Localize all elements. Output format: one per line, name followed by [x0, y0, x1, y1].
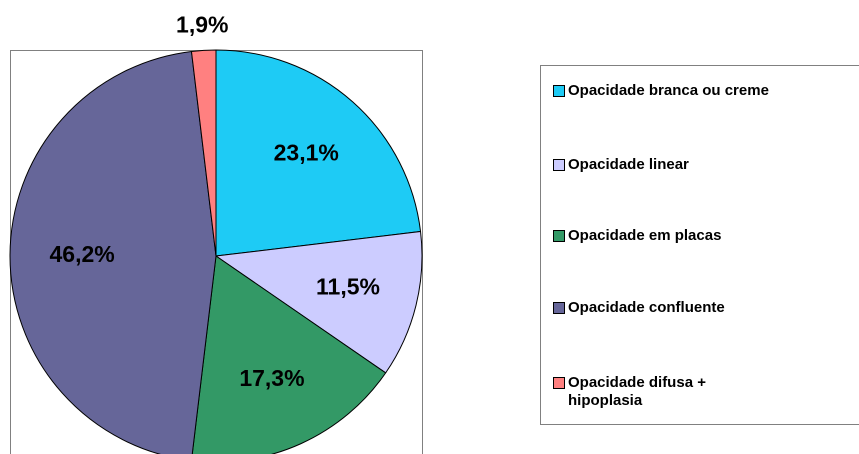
legend-label: Opacidade linear [568, 156, 689, 173]
legend-swatch [553, 230, 565, 242]
legend: Opacidade branca ou creme Opacidade linea… [540, 65, 859, 425]
legend-label: Opacidade confluente [568, 299, 725, 316]
data-label: 17,3% [239, 365, 304, 391]
data-label: 1,9% [176, 11, 228, 37]
pie-slice [190, 49, 217, 257]
pie-slice [214, 230, 423, 374]
legend-item: Opacidade confluente [553, 299, 725, 317]
legend-swatch [553, 377, 565, 389]
data-label: 11,5% [316, 274, 380, 300]
pie-slice [191, 255, 387, 454]
legend-swatch [553, 159, 565, 171]
pie-slice [9, 50, 217, 454]
pie-slice [215, 49, 422, 257]
legend-swatch [553, 302, 565, 314]
legend-label: Opacidade branca ou creme [568, 82, 769, 99]
legend-label: Opacidade difusa + hipoplasia [568, 374, 706, 409]
legend-item: Opacidade difusa + hipoplasia [553, 374, 758, 410]
legend-item: Opacidade linear [553, 156, 689, 174]
legend-swatch [553, 85, 565, 97]
data-label: 46,2% [49, 241, 114, 267]
data-label: 23,1% [274, 139, 339, 165]
legend-item: Opacidade branca ou creme [553, 82, 769, 100]
legend-item: Opacidade em placas [553, 227, 721, 245]
legend-label: Opacidade em placas [568, 227, 722, 244]
